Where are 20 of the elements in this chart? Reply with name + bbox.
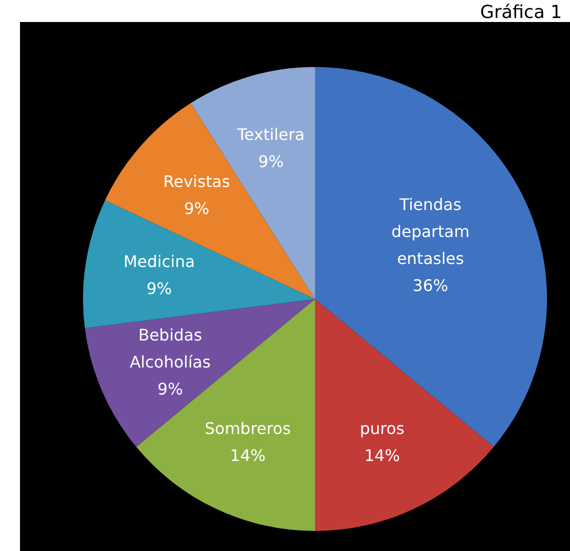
pie-slice — [105, 103, 315, 299]
slice-label: puros — [360, 418, 404, 438]
pie-slice — [315, 299, 494, 531]
data-label: 14% — [230, 446, 266, 465]
slice-label: Medicina — [123, 251, 195, 270]
data-label: 14% — [364, 446, 400, 465]
slice-label: Textilera — [236, 124, 305, 144]
data-label: 9% — [258, 152, 284, 171]
pie-slice — [83, 200, 315, 328]
slice-label: Sombreros — [204, 418, 291, 438]
pie-slice — [84, 299, 315, 447]
slice-label: Bebidas Alcoholías — [130, 325, 211, 372]
chart-title: Gráfica 1 — [480, 2, 562, 23]
pie-slice — [315, 67, 547, 447]
slice-label: Tiendas departamentasles — [391, 194, 470, 268]
slice-label: Revistas — [163, 172, 230, 191]
data-label: 9% — [158, 379, 183, 398]
data-label: 9% — [146, 278, 172, 298]
data-label: 9% — [184, 198, 210, 218]
data-label: 36% — [412, 276, 448, 295]
